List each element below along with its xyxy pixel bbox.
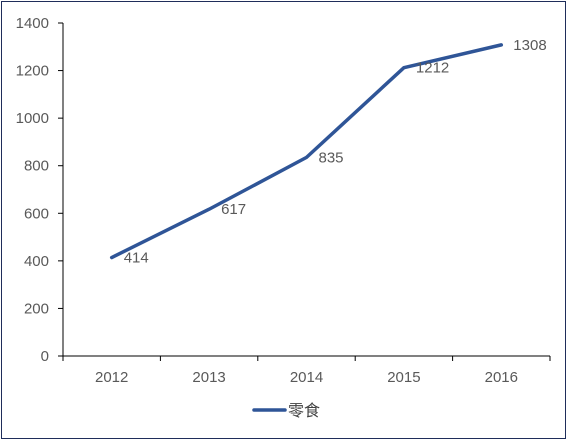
legend: 零食 [252, 402, 320, 420]
y-tick-label: 600 [24, 205, 49, 222]
y-tick-label: 1200 [16, 63, 49, 80]
y-tick-label: 400 [24, 253, 49, 270]
y-tick-label: 1400 [16, 15, 49, 32]
y-tick-label: 800 [24, 158, 49, 175]
x-tick-label: 2013 [192, 369, 225, 386]
x-tick-label: 2014 [290, 369, 323, 386]
y-tick-label: 200 [24, 300, 49, 317]
x-tick-label: 2012 [95, 369, 128, 386]
x-tick-label: 2015 [387, 369, 420, 386]
series-line [109, 43, 504, 260]
data-label: 835 [319, 149, 344, 166]
data-label: 414 [124, 250, 149, 267]
data-label: 1212 [416, 60, 449, 77]
data-label: 1308 [513, 37, 546, 54]
data-labels: 414 617 835 1212 1308 [124, 37, 547, 267]
data-label: 617 [221, 201, 246, 218]
y-tick-label: 0 [41, 348, 49, 365]
y-tick-label: 1000 [16, 110, 49, 127]
x-tick-label: 2016 [485, 369, 518, 386]
legend-label: 零食 [288, 402, 320, 420]
x-tick-labels: 2012 2013 2014 2015 2016 [95, 369, 518, 386]
series-group [109, 43, 504, 260]
axes [58, 22, 551, 361]
y-tick-labels: 0 200 400 600 800 1000 1200 1400 [16, 15, 49, 365]
